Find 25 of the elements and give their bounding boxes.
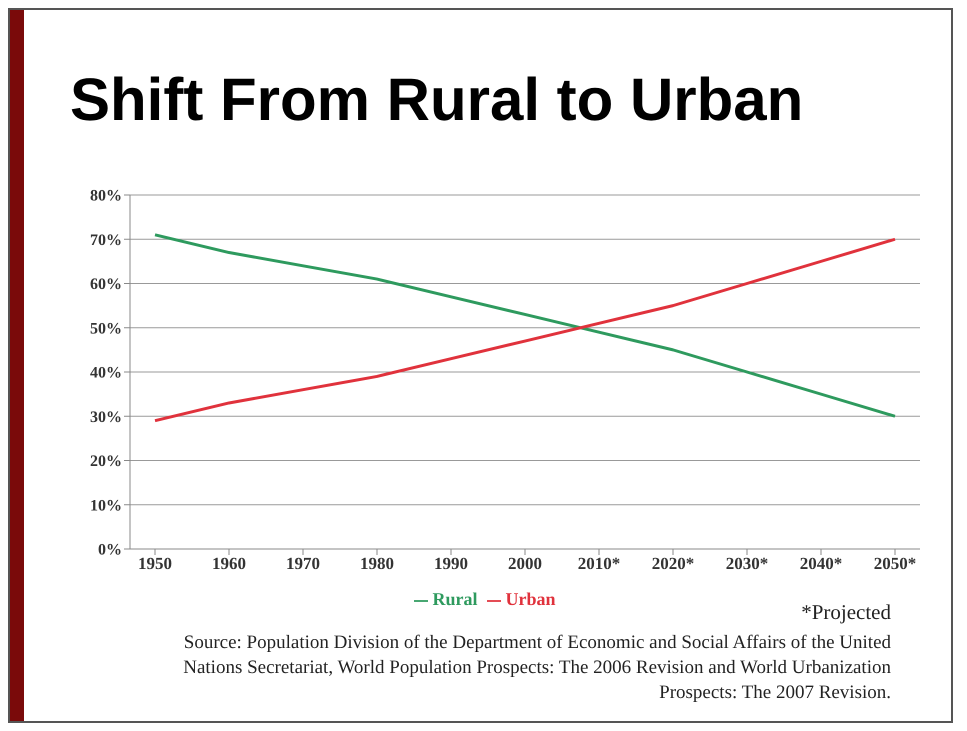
x-tick-label: 2040* <box>800 554 842 574</box>
x-tick-label: 2050* <box>874 554 916 574</box>
legend-label: Urban <box>505 589 556 609</box>
x-tick-label: 1960 <box>212 554 246 574</box>
x-tick-label: 2030* <box>726 554 768 574</box>
x-tick-label: 1970 <box>286 554 320 574</box>
chart-title: Shift From Rural to Urban <box>70 65 804 134</box>
x-tick-label: 2000 <box>508 554 542 574</box>
y-tick-label: 30% <box>90 408 122 426</box>
text: *Projected <box>801 600 891 625</box>
x-tick-label: 1980 <box>360 554 394 574</box>
x-tick-label: 2010* <box>578 554 620 574</box>
source-note: Source: Population Division of the Department of Economic and Social Affairs of the United Nations Secretariat, World Population Prospects: The 2006 Revision and World Urbanization Prospects: The 2007 Revision. <box>182 631 891 705</box>
y-tick-label: 60% <box>90 276 122 294</box>
x-tick-label: 2020* <box>652 554 694 574</box>
y-tick-label: 40% <box>90 364 122 382</box>
y-tick-label: 80% <box>90 188 122 205</box>
y-tick-label: 0% <box>98 542 122 559</box>
legend-label: Rural <box>432 589 478 609</box>
x-tick-label: 1950 <box>138 554 172 574</box>
y-tick-label: 50% <box>90 320 122 338</box>
y-tick-label: 20% <box>90 453 122 470</box>
y-tick-label: 70% <box>90 232 122 249</box>
y-tick-label: 10% <box>90 497 122 514</box>
x-tick-label: 1990 <box>434 554 468 574</box>
